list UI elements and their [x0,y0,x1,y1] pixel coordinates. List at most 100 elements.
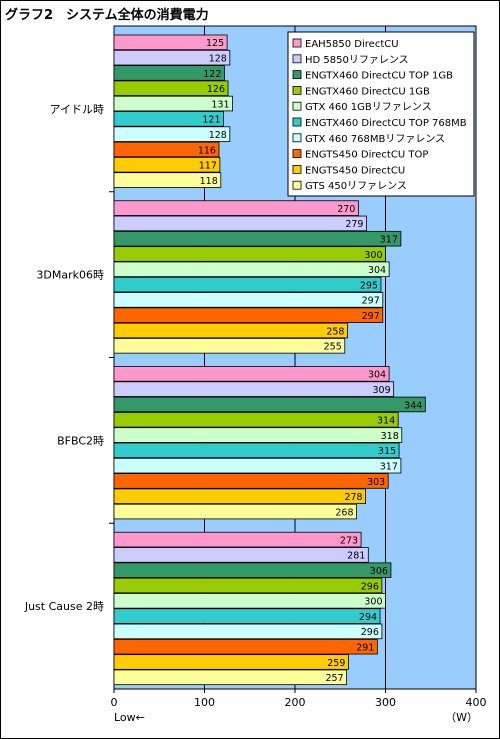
bar [113,608,381,624]
bar [113,473,389,489]
bar [113,95,233,112]
bar [113,34,228,51]
x-tick-label: 200 [285,696,306,709]
bar [113,457,402,474]
chart-title: グラフ2 システム全体の消費電力 [5,8,209,23]
data-label: 306 [370,566,388,577]
bar [113,577,383,594]
data-label: 122 [203,69,221,80]
bar [113,381,395,397]
bar [113,396,426,413]
bar [113,126,231,142]
legend-label: GTS 450リファレンス [305,181,407,192]
category-label: 3DMark06時 [36,269,104,282]
bar [113,215,367,232]
data-label: 309 [373,385,391,396]
data-label: 297 [362,311,380,322]
legend-swatch [292,117,302,127]
x-tick-label: 300 [375,696,396,709]
x-tick-label: 100 [194,696,215,709]
data-label: 258 [326,326,344,337]
bar [113,411,399,428]
legend-label: HD 5850リファレンス [305,55,409,66]
data-label: 317 [380,461,398,472]
x-tick-label: 400 [466,696,487,709]
data-label: 304 [368,265,386,276]
bar [113,230,402,247]
data-label: 281 [347,551,365,562]
bar [113,547,369,563]
data-label: 121 [202,115,220,126]
bar [113,276,382,293]
data-label: 279 [345,219,363,230]
data-label: 300 [364,250,382,261]
bar [113,654,349,670]
data-label: 315 [378,446,396,457]
legend-swatch [292,164,302,174]
legend-swatch [292,54,302,64]
bar [113,638,378,655]
bar [113,427,403,443]
x-axis-unit-label: （W） [445,711,478,724]
data-label: 314 [377,416,395,427]
data-label: 304 [368,370,386,381]
legend-label: GTX 460 1GBリファレンス [305,102,432,113]
data-label: 344 [404,400,422,411]
bar [113,442,400,459]
legend-swatch [292,101,302,111]
legend-label: GTX 460 768MBリファレンス [305,134,445,145]
bar [113,80,229,97]
legend-swatch [292,149,302,159]
bar [113,488,366,504]
data-label: 303 [367,477,385,488]
data-label: 126 [207,84,225,95]
bar [113,669,347,686]
bar [113,366,390,382]
category-label: BFBC2時 [57,434,104,447]
legend [287,31,475,197]
legend-swatch [292,38,302,48]
data-label: 295 [360,280,378,291]
data-label: 296 [361,627,379,638]
bar [113,141,220,158]
bar [113,292,384,308]
bar [113,307,384,323]
category-label: アイドル時 [50,103,104,116]
bar [113,156,221,173]
data-label: 131 [211,99,229,110]
bar [113,49,231,66]
x-tick-label: 0 [111,696,118,709]
bar [113,623,383,640]
bar [113,200,359,216]
bar [113,562,392,578]
data-label: 318 [381,431,399,442]
data-label: 273 [340,535,358,546]
bar [113,503,357,520]
bar [113,531,362,548]
legend-label: ENGTS450 DirectCU [305,165,405,176]
bar [113,322,348,339]
bar [113,65,225,81]
data-label: 117 [199,161,217,172]
bar [113,111,224,127]
data-label: 118 [200,176,218,187]
legend-label: ENGTX460 DirectCU 1GB [305,86,430,97]
legend-label: ENGTX460 DirectCU TOP 1GB [305,71,453,82]
data-label: 278 [344,492,362,503]
data-label: 294 [359,612,377,623]
bar [113,172,222,188]
x-axis-low-label: Low← [114,711,145,724]
category-label: Just Cause 2時 [24,600,104,613]
legend-label: EAH5850 DirectCU [305,39,399,50]
legend-swatch [292,86,302,95]
legend-label: ENGTS450 DirectCU TOP [305,150,428,161]
data-label: 291 [356,643,374,654]
data-label: 297 [362,296,380,307]
data-label: 259 [327,658,345,669]
data-label: 268 [335,507,353,518]
data-label: 257 [325,673,343,684]
data-label: 270 [337,204,355,215]
legend-label: ENGTX460 DirectCU TOP 768MB [305,118,467,129]
legend-swatch [292,70,302,79]
bar [113,593,386,609]
